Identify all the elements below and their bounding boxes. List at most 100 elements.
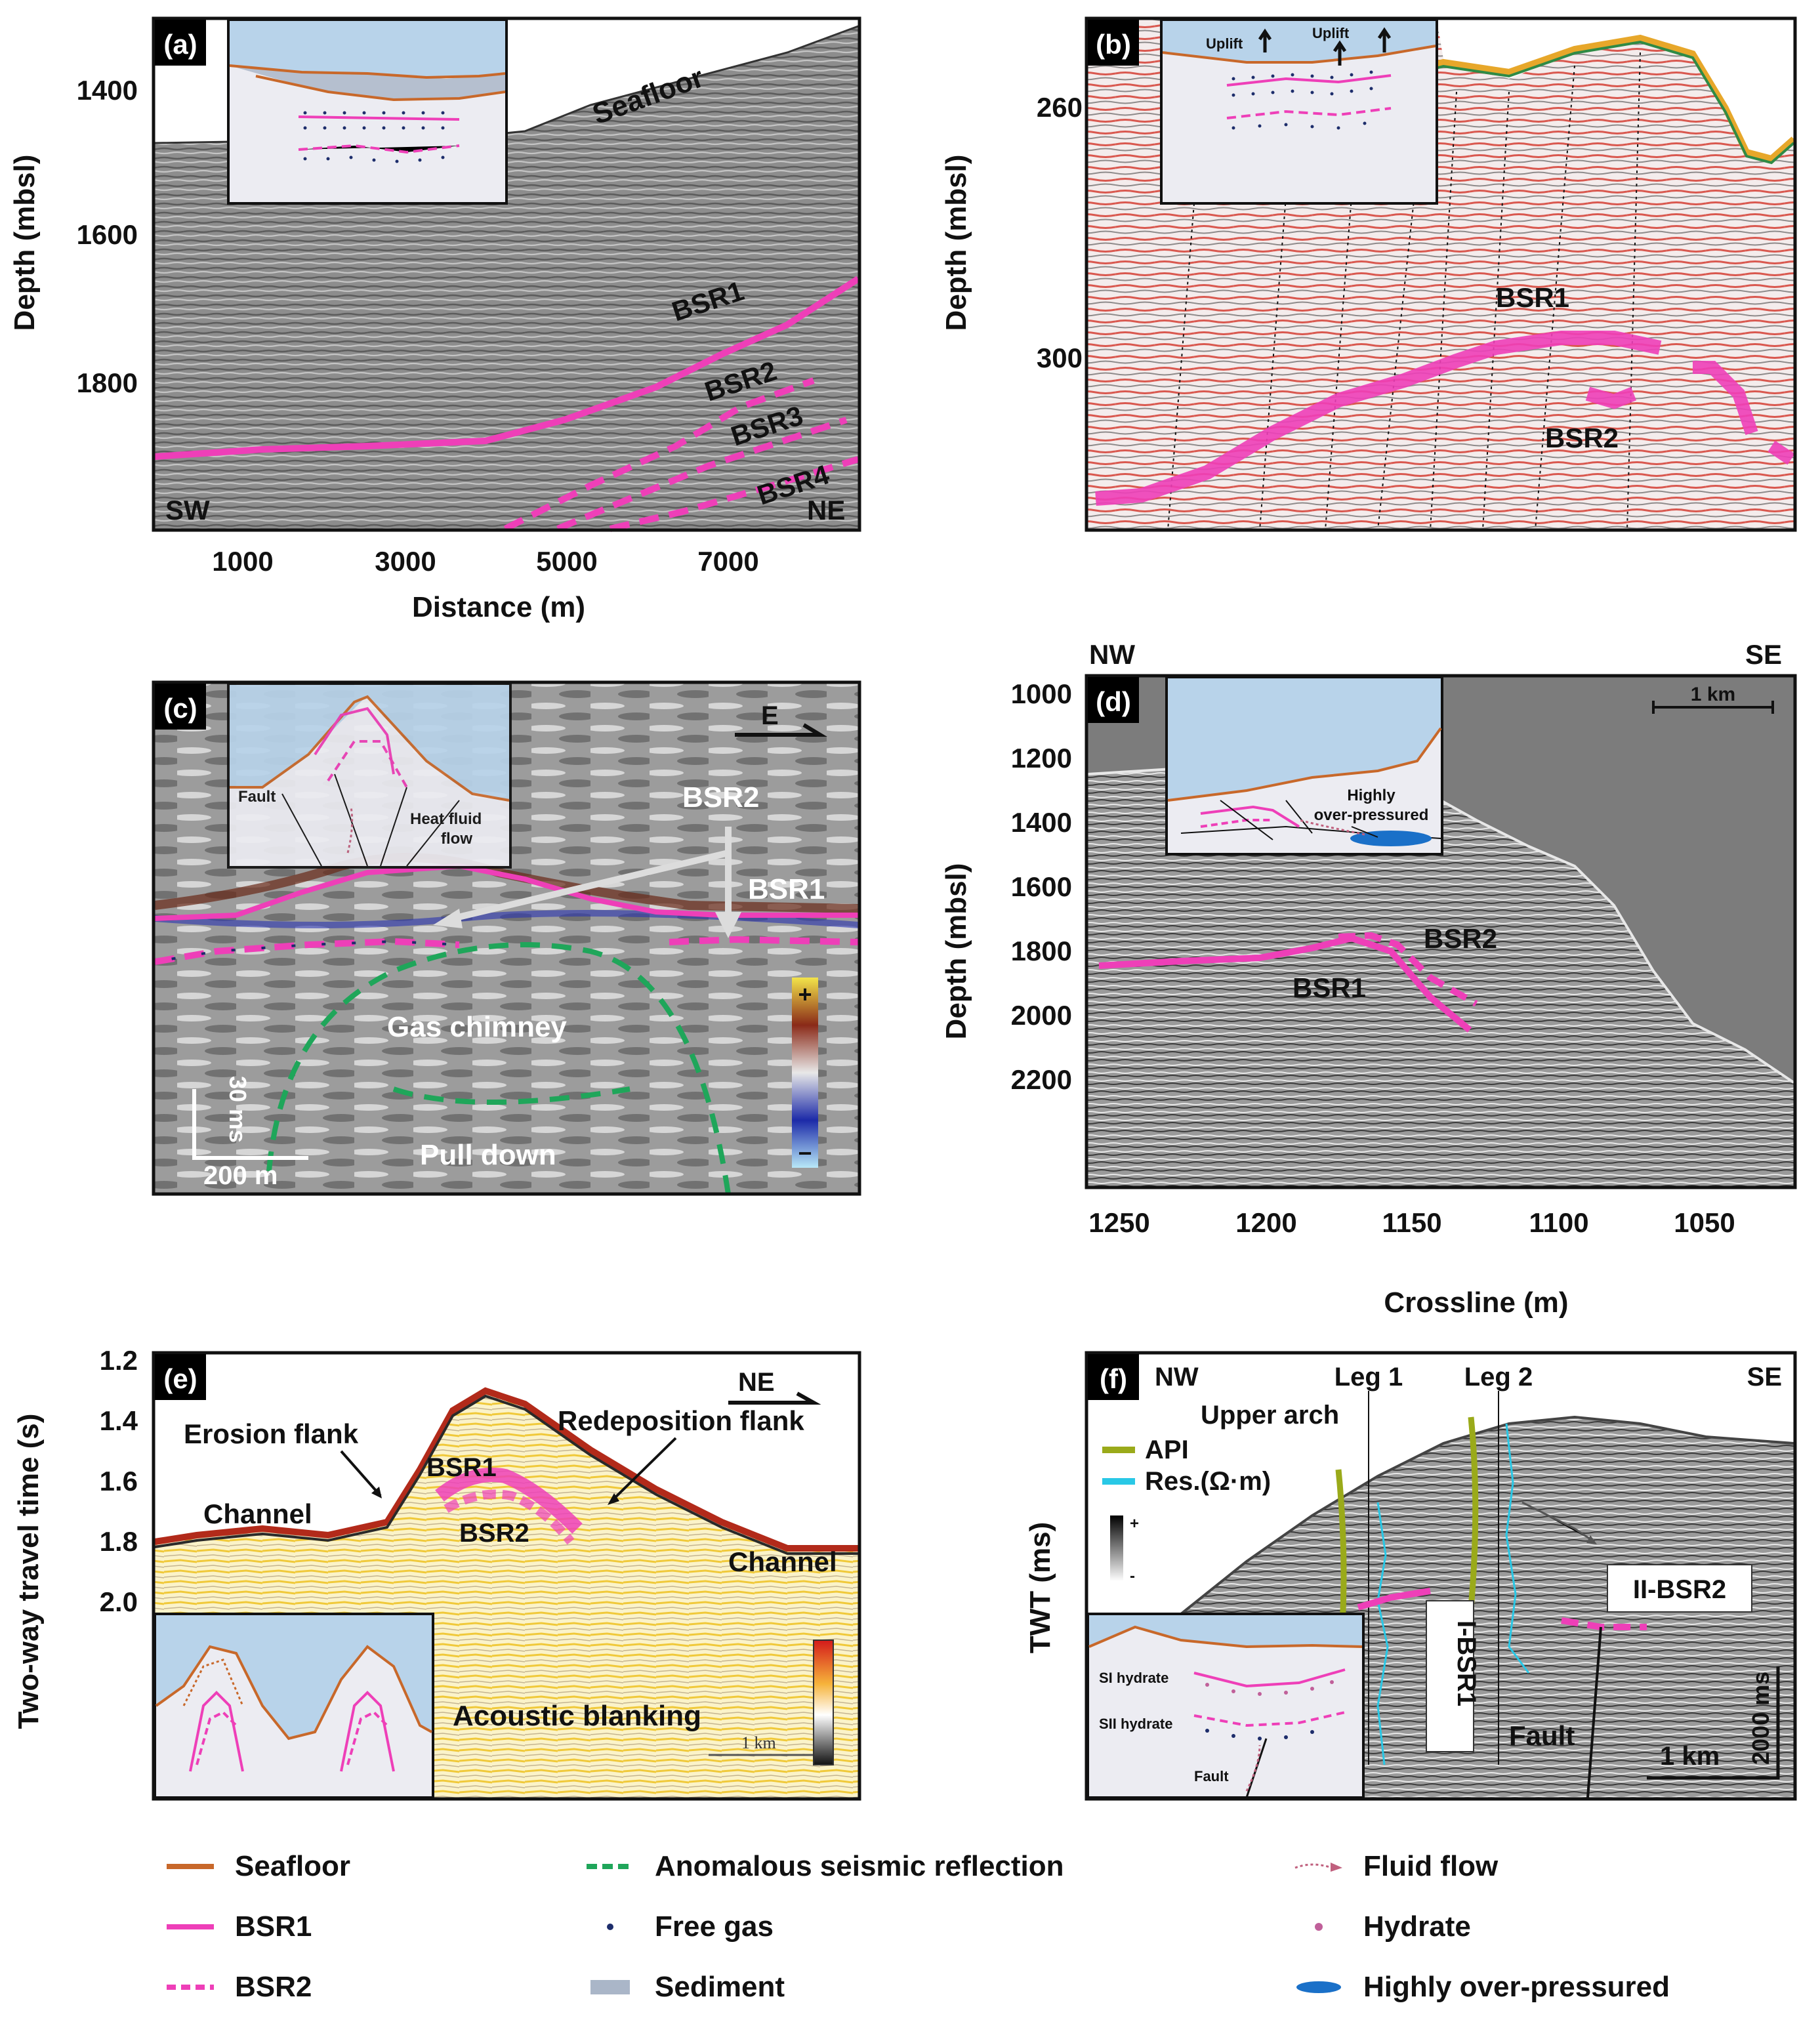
bsr1-curve: [154, 276, 860, 460]
legend-item-free-gas: Free gas: [584, 1910, 774, 1943]
fluid-flow-arrow-icon: [346, 806, 354, 854]
panel-e-ytick: 1.4: [100, 1405, 138, 1436]
panel-a-xtick: 3000: [375, 546, 436, 577]
legend-item-bsr2: BSR2: [164, 1971, 312, 2004]
panel-f-arch: Upper arch: [1201, 1401, 1339, 1430]
panel-d-se: SE: [1745, 639, 1782, 670]
green-dashed-line-icon: [587, 1864, 634, 1869]
panel-e-scale: 1 km: [741, 1733, 776, 1752]
panel-d-tag: (d): [1096, 686, 1131, 717]
panel-d-ylabel: Depth (mbsl): [940, 863, 972, 1040]
iibsr2-box: II-BSR2: [1607, 1564, 1752, 1613]
panel-f-res: Res.(Ω·m): [1145, 1467, 1271, 1496]
bsr2-curve: [154, 938, 460, 965]
panel-a-ne-label: NE: [807, 495, 845, 526]
panel-a-plot: (a) Seafloor BSR1 BSR2 BSR3 BSR4 SW NE: [152, 16, 861, 532]
panel-b-ytick: 260: [1037, 92, 1083, 123]
legend-item-sediment: Sediment: [584, 1971, 785, 2004]
panel-d-ytick: 2200: [1011, 1064, 1072, 1095]
fluid-flow-arrow-icon: [1298, 819, 1365, 836]
panel-d-xlabel: Crossline (m): [1384, 1287, 1568, 1319]
panel-e-bsr1-label: BSR1: [426, 1453, 497, 1482]
panel-f-leg2: Leg 2: [1464, 1363, 1533, 1391]
bsr2-curve: [503, 377, 815, 532]
bsr1-line-icon: [167, 1924, 214, 1929]
legend-item-seafloor: Seafloor: [164, 1850, 350, 1883]
panel-f-tag: (f): [1100, 1363, 1127, 1394]
legend-label: Free gas: [655, 1910, 774, 1943]
panel-d-ytick: 1600: [1011, 871, 1072, 902]
legend-label: Hydrate: [1363, 1910, 1471, 1943]
legend-item-hydrate: Hydrate: [1293, 1910, 1471, 1943]
res-log: [1505, 1423, 1530, 1674]
panel-b-uplift-label: Uplift: [1206, 35, 1243, 52]
panel-d-nw: NW: [1089, 639, 1135, 670]
panel-f-api: API: [1145, 1435, 1189, 1464]
panel-c-pulldown-label: Pull down: [420, 1139, 556, 1171]
panel-e-tag: (e): [163, 1363, 197, 1394]
legend-item-bsr1: BSR1: [164, 1910, 312, 1943]
panel-c-cbar-minus: −: [798, 1140, 812, 1166]
uplift-arrow-icon: [1377, 27, 1392, 52]
panel-d-ytick: 2000: [1011, 1000, 1072, 1031]
scale-bar: [192, 1089, 308, 1160]
fluid-flow-arrow-icon: [1294, 1863, 1342, 1872]
panel-d-over-label: over-pressured: [1314, 806, 1429, 824]
panel-f-fault: Fault: [1509, 1720, 1575, 1751]
panel-d-xtick: 1100: [1529, 1207, 1588, 1238]
sediment-box-icon: [590, 1980, 630, 1994]
uplift-arrow-icon: [1258, 28, 1272, 52]
free-gas-dot-icon: [607, 1924, 613, 1930]
panel-c-scale-v: 30 ms: [224, 1076, 251, 1143]
panel-c: (c) Fault Heat fluid flow E BSR2 BSR1 Ga…: [152, 680, 861, 1196]
seafloor-line-icon: [167, 1864, 214, 1869]
panel-c-colorbar: [792, 978, 818, 1168]
legend-item-overpressure: Highly over-pressured: [1293, 1971, 1670, 2004]
panel-e-bsr2-label: BSR2: [459, 1519, 529, 1548]
panel-d-xtick: 1150: [1382, 1207, 1441, 1238]
bsr4-curve: [609, 456, 859, 532]
panel-f-si: SI hydrate: [1099, 1670, 1169, 1686]
uplift-arrow-icon: [1333, 40, 1347, 66]
panel-f-inset: SI hydrate SII hydrate Fault: [1086, 1613, 1365, 1799]
ibsr1-box: I-BSR1: [1426, 1600, 1481, 1752]
panel-f-leg1: Leg 1: [1334, 1363, 1403, 1391]
scale-bar: [1652, 701, 1774, 714]
panel-d-xtick: 1250: [1088, 1207, 1149, 1238]
panel-e-colorbar: [813, 1639, 834, 1765]
panel-d: NW SE Depth (mbsl) 1000 1200 1400 1600 1…: [940, 639, 1797, 1319]
panel-c-tag: (c): [163, 693, 197, 724]
legend-label: BSR1: [235, 1910, 312, 1943]
panel-c-heat-label: Heat fluid: [410, 810, 482, 828]
panel-b: Depth (mbsl) 260 300 (b) Uplift Uplift B…: [940, 16, 1797, 532]
bsr1-curve: [1095, 331, 1662, 506]
legend-label: Anomalous seismic reflection: [655, 1850, 1064, 1882]
panel-a-xtick: 5000: [536, 546, 597, 577]
panel-a-ytick: 1600: [77, 219, 138, 250]
legend-label: Highly over-pressured: [1363, 1971, 1670, 2003]
panel-a-xlabel: Distance (m): [412, 591, 585, 623]
legend-item-anomalous: Anomalous seismic reflection: [584, 1850, 1064, 1883]
panel-d-bsr1-label: BSR1: [1293, 972, 1366, 1003]
panel-a-ytick: 1400: [77, 75, 138, 106]
legend-label: BSR2: [235, 1971, 312, 2003]
panel-d-over-label: Highly: [1347, 787, 1396, 804]
panel-f-se: SE: [1747, 1363, 1782, 1391]
panel-e-ytick: 2.0: [100, 1586, 138, 1617]
gas-chimney-outline: [266, 942, 731, 1195]
panel-f-colorbar: [1110, 1515, 1123, 1581]
scale-bar: [1647, 1666, 1780, 1780]
panel-d-ytick: 1200: [1011, 743, 1072, 773]
panel-e-erosion-label: Erosion flank: [184, 1418, 359, 1449]
panel-e-ytick: 1.2: [100, 1345, 138, 1376]
panel-f-sii: SII hydrate: [1099, 1716, 1172, 1732]
panel-b-bsr1-label: BSR1: [1496, 282, 1569, 313]
panel-e-ylabel: Two-way travel time (s): [12, 1414, 45, 1729]
panel-d-bsr2-label: BSR2: [1424, 923, 1497, 954]
panel-c-bsr2-label: BSR2: [682, 781, 759, 814]
panel-f-ibsr1: I-BSR1: [1452, 1620, 1481, 1706]
legend-item-fluid-flow: Fluid flow: [1293, 1850, 1498, 1883]
panel-e-ytick: 1.8: [100, 1526, 138, 1557]
hydrate-dot-icon: [1315, 1923, 1323, 1931]
panel-b-ylabel: Depth (mbsl): [940, 155, 972, 331]
